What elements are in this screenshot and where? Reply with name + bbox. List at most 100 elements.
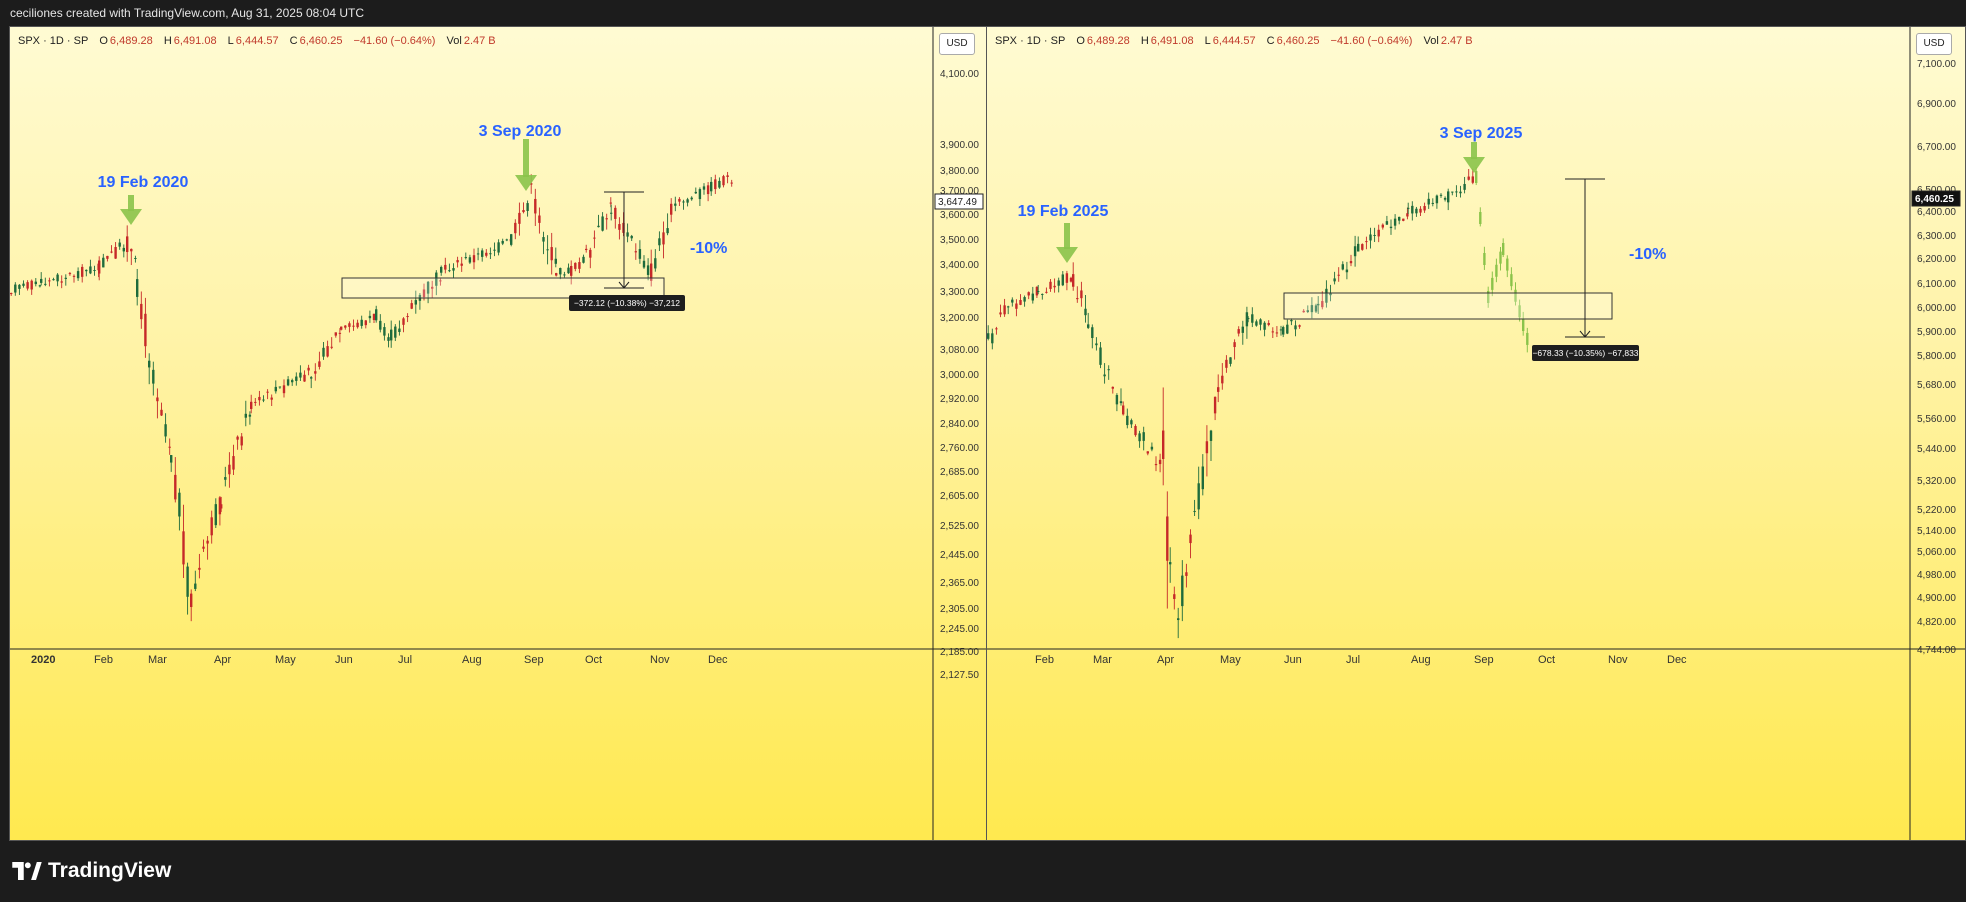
support-zone-rectangle[interactable] (341, 277, 665, 299)
candle (1447, 188, 1450, 211)
drawings[interactable]: −678.33 (−10.35%) −67,833 19 Feb 2025 3 Se… (1018, 125, 1667, 361)
candle (510, 233, 513, 247)
chart-canvas-2025[interactable]: 7,100.006,900.006,700.006,500.006,400.00… (987, 27, 1966, 841)
candle (662, 221, 665, 259)
time-tick-label: Jul (398, 654, 412, 666)
candle (538, 207, 541, 234)
candle (1245, 306, 1249, 339)
candle (228, 452, 231, 488)
currency-button[interactable]: USD (1916, 33, 1952, 55)
candle (1229, 357, 1232, 367)
low-label: L (1204, 35, 1211, 47)
support-zone-rectangle[interactable] (1283, 292, 1613, 320)
candle (456, 256, 459, 268)
candle (1084, 294, 1087, 323)
annotation-peak1[interactable]: 19 Feb 2020 (98, 174, 189, 191)
chart-panel-2025[interactable]: 7,100.006,900.006,700.006,500.006,400.00… (986, 26, 1966, 841)
candle (338, 328, 342, 343)
time-axis[interactable]: 2020 Feb Mar Apr May Jun Jul Aug Sep Oct Nov Dec (10, 648, 989, 666)
candle (136, 268, 139, 306)
peak-arrow-icon[interactable] (120, 195, 142, 225)
candle (1345, 261, 1349, 280)
candle (658, 231, 661, 251)
candle (514, 219, 517, 240)
candle (1341, 261, 1344, 271)
time-axis[interactable]: Feb Mar Apr May Jun Jul Aug Sep Oct Nov Dec (987, 648, 1966, 666)
candle (202, 539, 205, 553)
candle (1011, 297, 1014, 307)
projected-candle (1491, 271, 1494, 297)
annotation-peak2[interactable]: 3 Sep 2020 (479, 123, 562, 140)
candle (682, 199, 685, 210)
candle (1213, 396, 1217, 421)
drawings[interactable]: −372.12 (−10.38%) −37,212 19 Feb 2020 3 Se… (98, 123, 728, 311)
chart-panel-2020[interactable]: 4,100.00 3,900.00 3,800.00 3,700.00 3,600.00… (9, 26, 989, 841)
projected-candle (1514, 282, 1517, 306)
candle (1233, 339, 1236, 360)
symbol-label[interactable]: SPX · 1D · SP (995, 35, 1066, 47)
symbol-label[interactable]: SPX · 1D · SP (18, 35, 89, 47)
volume-label: Vol (446, 35, 462, 47)
symbol-legend[interactable]: SPX · 1D · SP O 6,489.28 H 6,491.08 L 6,444… (995, 35, 1481, 47)
candle (286, 376, 290, 387)
candle (1435, 194, 1439, 209)
symbol-legend[interactable]: SPX · 1D · SP O 6,489.28 H 6,491.08 L 6,444… (18, 35, 504, 47)
price-range-measure[interactable]: −372.12 (−10.38%) −37,212 (569, 191, 685, 311)
chart-caption: ceciliones created with TradingView.com,… (10, 6, 364, 20)
candle (593, 230, 596, 249)
price-tick-label: 2,760.00 (940, 443, 979, 454)
price-tick-label: 5,680.00 (1917, 380, 1956, 391)
candle (1402, 218, 1405, 222)
candle (1173, 586, 1176, 610)
candle (410, 299, 413, 310)
price-tick-label: 6,700.00 (1917, 142, 1956, 153)
candle (618, 217, 621, 240)
candle (299, 365, 302, 381)
candle (72, 274, 76, 283)
candle (406, 313, 409, 323)
time-tick-label: Mar (148, 654, 167, 666)
candle (1349, 254, 1353, 267)
price-tick-label: 3,600.00 (940, 210, 979, 221)
annotation-drop[interactable]: -10% (690, 240, 727, 257)
candle (1069, 276, 1073, 283)
time-tick-label: Feb (1035, 654, 1054, 666)
annotation-drop[interactable]: -10% (1629, 246, 1666, 263)
candle (220, 496, 223, 512)
candle (1294, 320, 1297, 337)
price-range-measure[interactable]: −678.33 (−10.35%) −67,833 (1532, 178, 1639, 361)
projected-candle (1475, 167, 1478, 186)
high-label: H (163, 35, 172, 47)
peak-arrow-icon[interactable] (515, 139, 537, 191)
candle (1169, 547, 1172, 583)
time-tick-label: Dec (1667, 654, 1687, 666)
candle (1072, 262, 1075, 291)
candle (1057, 277, 1060, 293)
candle (64, 274, 67, 286)
open-label: O (1076, 35, 1085, 47)
price-axis[interactable]: 7,100.006,900.006,700.006,500.006,400.00… (1909, 27, 1961, 841)
candle (1076, 286, 1079, 303)
annotation-peak2[interactable]: 3 Sep 2025 (1440, 125, 1523, 142)
candle (102, 253, 105, 268)
annotation-peak1[interactable]: 19 Feb 2025 (1018, 203, 1109, 220)
candle (452, 263, 455, 278)
candle (198, 553, 201, 579)
candle (714, 174, 717, 195)
candle (310, 376, 313, 389)
high-value: 6,491.08 (1150, 35, 1194, 47)
time-tick-label: Jun (335, 654, 353, 666)
candle (1463, 176, 1466, 194)
candle (52, 277, 55, 281)
candle (559, 267, 562, 280)
peak-arrow-icon[interactable] (1463, 142, 1485, 173)
price-axis[interactable]: 4,100.00 3,900.00 3,800.00 3,700.00 3,600.00… (932, 27, 984, 841)
tradingview-brand[interactable]: TradingView (12, 859, 171, 883)
chart-canvas-2020[interactable]: 4,100.00 3,900.00 3,800.00 3,700.00 3,600.00… (10, 27, 989, 841)
peak-arrow-icon[interactable] (1056, 223, 1078, 263)
candle (646, 258, 650, 281)
currency-button[interactable]: USD (939, 33, 975, 55)
projected-candle (1502, 238, 1505, 258)
candle (1411, 201, 1414, 221)
candle (1080, 281, 1083, 307)
